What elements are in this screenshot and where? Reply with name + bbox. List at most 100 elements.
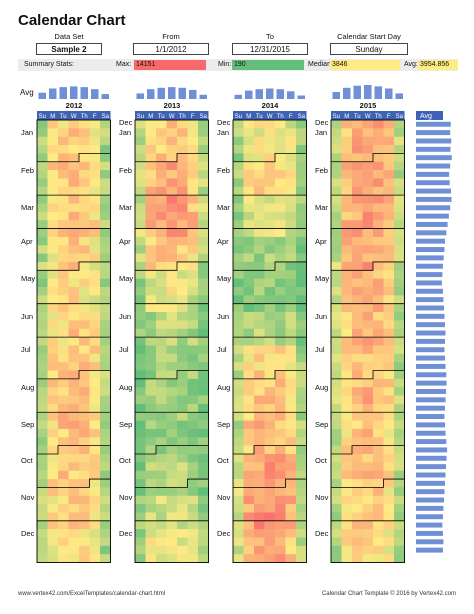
day-cell [166, 211, 178, 221]
day-cell [198, 328, 209, 338]
footer-url[interactable]: www.vertex42.com/ExcelTemplates/calendar… [18, 591, 166, 597]
day-cell [243, 245, 255, 254]
day-cell [198, 295, 209, 304]
day-cell [275, 253, 286, 263]
day-cell [198, 195, 209, 204]
day-cell [89, 195, 101, 204]
month-label: Sep [21, 420, 35, 430]
day-cell [362, 220, 374, 229]
day-cell [373, 428, 384, 438]
day-cell [352, 345, 363, 355]
day-cell [352, 245, 363, 254]
day-cell [89, 245, 101, 254]
summary-stats-bar: Summary Stats: Max: 14151 Min: 190 Media… [18, 59, 458, 71]
day-cell [233, 479, 244, 488]
day-cell [264, 470, 276, 480]
day-cell [79, 253, 90, 263]
day-cell [275, 161, 286, 171]
day-cell [362, 412, 374, 421]
day-cell [254, 428, 265, 438]
day-cell [135, 545, 146, 555]
from-date-input[interactable]: 1/1/2012 [133, 43, 209, 55]
day-cell [352, 479, 363, 488]
day-cell [264, 253, 276, 263]
day-cell [47, 420, 59, 430]
day-cell [254, 437, 265, 446]
day-cell [100, 178, 111, 188]
day-cell [275, 178, 286, 188]
dataset-select[interactable]: Sample 2 [36, 43, 102, 55]
day-cell [177, 462, 188, 471]
weekly-avg-bar [416, 397, 446, 403]
day-cell [352, 136, 363, 146]
day-cell [166, 287, 178, 296]
day-cell [187, 479, 199, 488]
day-cell [68, 345, 80, 355]
day-cell [285, 211, 297, 221]
day-cell [187, 362, 199, 371]
day-cell [285, 362, 297, 371]
weekly-avg-bar [416, 389, 447, 394]
day-cell [187, 211, 199, 221]
day-cell [47, 403, 59, 413]
day-cell [198, 186, 209, 196]
day-cell [135, 395, 146, 405]
weekly-avg-header [416, 111, 443, 120]
day-cell [89, 161, 101, 171]
day-cell [394, 261, 405, 271]
day-cell [352, 353, 363, 363]
day-cell [285, 403, 297, 413]
day-cell [275, 295, 286, 304]
to-date-input[interactable]: 12/31/2015 [232, 43, 308, 55]
day-cell [58, 278, 69, 288]
month-label: Dec [315, 528, 329, 538]
day-cell [37, 203, 48, 213]
day-cell [145, 520, 157, 530]
month-label: Feb [119, 165, 132, 175]
day-cell [243, 437, 255, 446]
weekly-avg-bar [416, 347, 445, 353]
day-cell [285, 320, 297, 330]
day-cell [352, 437, 363, 446]
day-cell [135, 337, 146, 346]
day-cell [166, 353, 178, 363]
day-cell [233, 136, 244, 146]
day-cell [100, 537, 111, 547]
day-cell [37, 220, 48, 229]
day-cell [156, 345, 167, 355]
day-cell [177, 345, 188, 355]
day-cell [100, 203, 111, 213]
day-cell [275, 128, 286, 137]
day-cell [254, 545, 265, 555]
day-cell [352, 178, 363, 188]
day-cell [68, 120, 80, 129]
day-cell [89, 337, 101, 346]
day-cell [296, 211, 307, 221]
weekly-avg-bar [416, 422, 445, 428]
day-cell [362, 403, 374, 413]
day-cell [156, 487, 167, 497]
day-cell [331, 520, 342, 530]
start-day-select[interactable]: Sunday [330, 43, 408, 55]
day-cell [285, 445, 297, 455]
weekly-avg-bar [416, 472, 446, 478]
day-cell [100, 395, 111, 405]
day-cell [177, 370, 188, 380]
weekly-avg-bar [416, 447, 448, 453]
day-cell [254, 178, 265, 188]
day-cell [264, 195, 276, 204]
day-cell [341, 120, 353, 129]
day-cell [373, 487, 384, 497]
day-cell [37, 161, 48, 171]
day-cell [79, 437, 90, 446]
day-cell [264, 362, 276, 371]
day-cell [275, 504, 286, 513]
day-cell [89, 253, 101, 263]
weekday-label: Sa [200, 114, 208, 120]
day-cell [383, 395, 395, 405]
day-cell [156, 370, 167, 380]
weekday-label: Su [235, 114, 242, 120]
day-cell [275, 186, 286, 196]
month-boundary-line [331, 370, 405, 380]
day-cell [243, 312, 255, 321]
